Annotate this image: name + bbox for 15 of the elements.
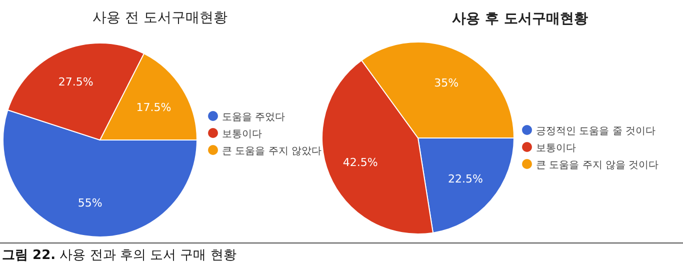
data-label: 42.5% <box>342 156 378 169</box>
legend-label: 보통이다 <box>536 143 576 154</box>
legend-label: 긍정적인 도움을 줄 것이다 <box>536 126 656 137</box>
chart-title: 사용 후 도서구매현황 <box>452 11 588 27</box>
chart-title: 사용 전 도서구매현황 <box>92 10 228 26</box>
legend-label: 큰 도움을 주지 않았다 <box>222 146 322 157</box>
legend-label: 큰 도움을 주지 않을 것이다 <box>536 160 659 171</box>
data-label: 27.5% <box>58 76 94 89</box>
text: 그림 22. 사용 전과 후의 도서 구매 현황 <box>2 248 236 263</box>
data-label: 22.5% <box>448 172 483 186</box>
data-label: 17.5% <box>136 101 172 114</box>
data-label: 35% <box>434 76 459 90</box>
legend-label: 도움을 주었다 <box>222 112 286 123</box>
data-label: 55% <box>78 196 102 210</box>
legend-label: 보통이다 <box>222 129 262 140</box>
